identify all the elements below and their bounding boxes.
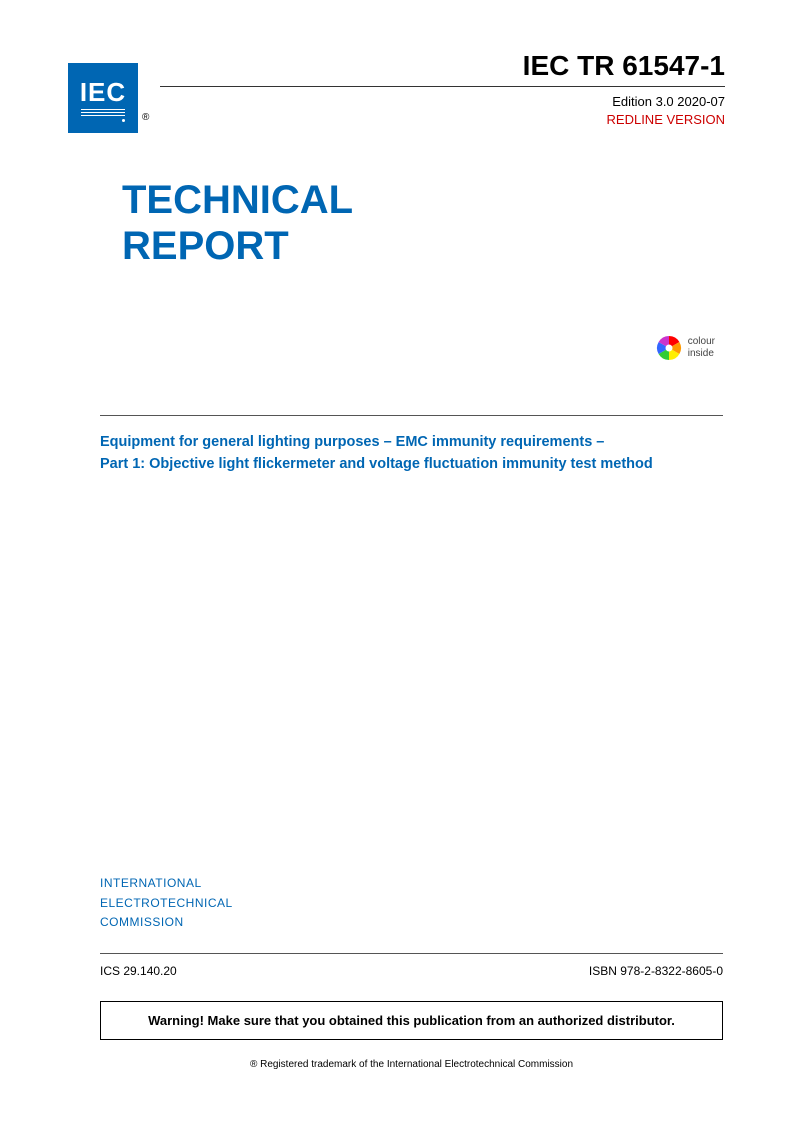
iec-logo: IEC [68, 63, 138, 133]
edition-block: Edition 3.0 2020-07 REDLINE VERSION [160, 93, 725, 129]
colour-inside-text: colour inside [688, 336, 715, 360]
header-row: IEC IEC TR 61547-1 Edition 3.0 2020-07 R… [68, 50, 725, 133]
iec-logo-dot [122, 119, 125, 122]
ics-code: ICS 29.140.20 [100, 964, 177, 978]
page-container: IEC IEC TR 61547-1 Edition 3.0 2020-07 R… [0, 0, 793, 1122]
registered-mark: ® [142, 112, 149, 123]
organization-block: INTERNATIONAL ELECTROTECHNICAL COMMISSIO… [100, 874, 233, 932]
title-line-1: Equipment for general lighting purposes … [100, 432, 723, 454]
technical-report-heading: TECHNICAL REPORT [122, 177, 725, 269]
org-line-2: ELECTROTECHNICAL [100, 894, 233, 913]
document-title: Equipment for general lighting purposes … [100, 432, 723, 476]
isbn-code: ISBN 978-2-8322-8605-0 [589, 964, 723, 978]
header-rule [160, 86, 725, 87]
warning-text: Warning! Make sure that you obtained thi… [148, 1013, 675, 1028]
iec-logo-lines [81, 109, 125, 118]
header-right: IEC TR 61547-1 Edition 3.0 2020-07 REDLI… [160, 50, 725, 133]
mid-rule [100, 415, 723, 416]
bottom-rule [100, 953, 723, 954]
trademark-note: ® Registered trademark of the Internatio… [100, 1059, 723, 1070]
ics-isbn-row: ICS 29.140.20 ISBN 978-2-8322-8605-0 [100, 964, 723, 978]
iec-logo-text: IEC [80, 79, 126, 105]
org-line-1: INTERNATIONAL [100, 874, 233, 893]
colour-line-1: colour [688, 336, 715, 348]
colour-line-2: inside [688, 348, 715, 360]
title-line-2: Part 1: Objective light flickermeter and… [100, 454, 723, 476]
org-line-3: COMMISSION [100, 913, 233, 932]
colour-inside-badge: colour inside [656, 335, 715, 361]
redline-version: REDLINE VERSION [160, 111, 725, 129]
document-number: IEC TR 61547-1 [160, 50, 725, 82]
warning-box: Warning! Make sure that you obtained thi… [100, 1001, 723, 1040]
edition-line: Edition 3.0 2020-07 [160, 93, 725, 111]
heading-line-1: TECHNICAL [122, 177, 725, 223]
heading-line-2: REPORT [122, 223, 725, 269]
colour-wheel-icon [656, 335, 682, 361]
